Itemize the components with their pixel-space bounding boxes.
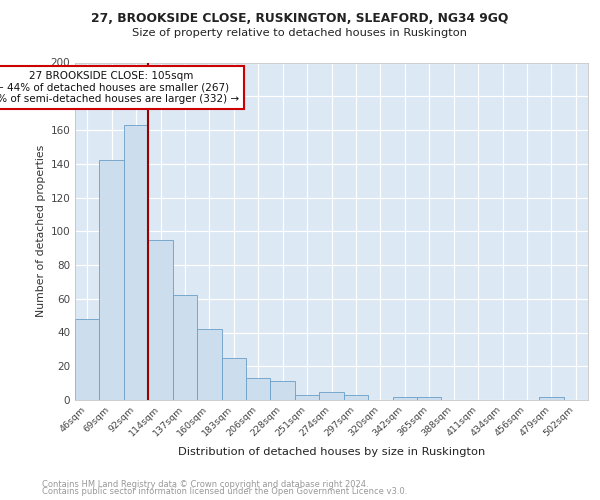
Bar: [344, 395, 368, 400]
Bar: [148, 240, 173, 400]
Text: 27 BROOKSIDE CLOSE: 105sqm
← 44% of detached houses are smaller (267)
55% of sem: 27 BROOKSIDE CLOSE: 105sqm ← 44% of deta…: [0, 71, 239, 104]
Text: 27, BROOKSIDE CLOSE, RUSKINGTON, SLEAFORD, NG34 9GQ: 27, BROOKSIDE CLOSE, RUSKINGTON, SLEAFOR…: [91, 12, 509, 26]
Text: Size of property relative to detached houses in Ruskington: Size of property relative to detached ho…: [133, 28, 467, 38]
Bar: [539, 396, 563, 400]
Bar: [124, 125, 148, 400]
Bar: [417, 396, 442, 400]
Bar: [295, 395, 319, 400]
Text: Contains HM Land Registry data © Crown copyright and database right 2024.: Contains HM Land Registry data © Crown c…: [42, 480, 368, 489]
Bar: [246, 378, 271, 400]
Bar: [173, 296, 197, 400]
Bar: [392, 396, 417, 400]
X-axis label: Distribution of detached houses by size in Ruskington: Distribution of detached houses by size …: [178, 446, 485, 456]
Y-axis label: Number of detached properties: Number of detached properties: [36, 145, 46, 318]
Bar: [221, 358, 246, 400]
Text: Contains public sector information licensed under the Open Government Licence v3: Contains public sector information licen…: [42, 488, 407, 496]
Bar: [319, 392, 344, 400]
Bar: [271, 382, 295, 400]
Bar: [197, 329, 221, 400]
Bar: [75, 319, 100, 400]
Bar: [100, 160, 124, 400]
